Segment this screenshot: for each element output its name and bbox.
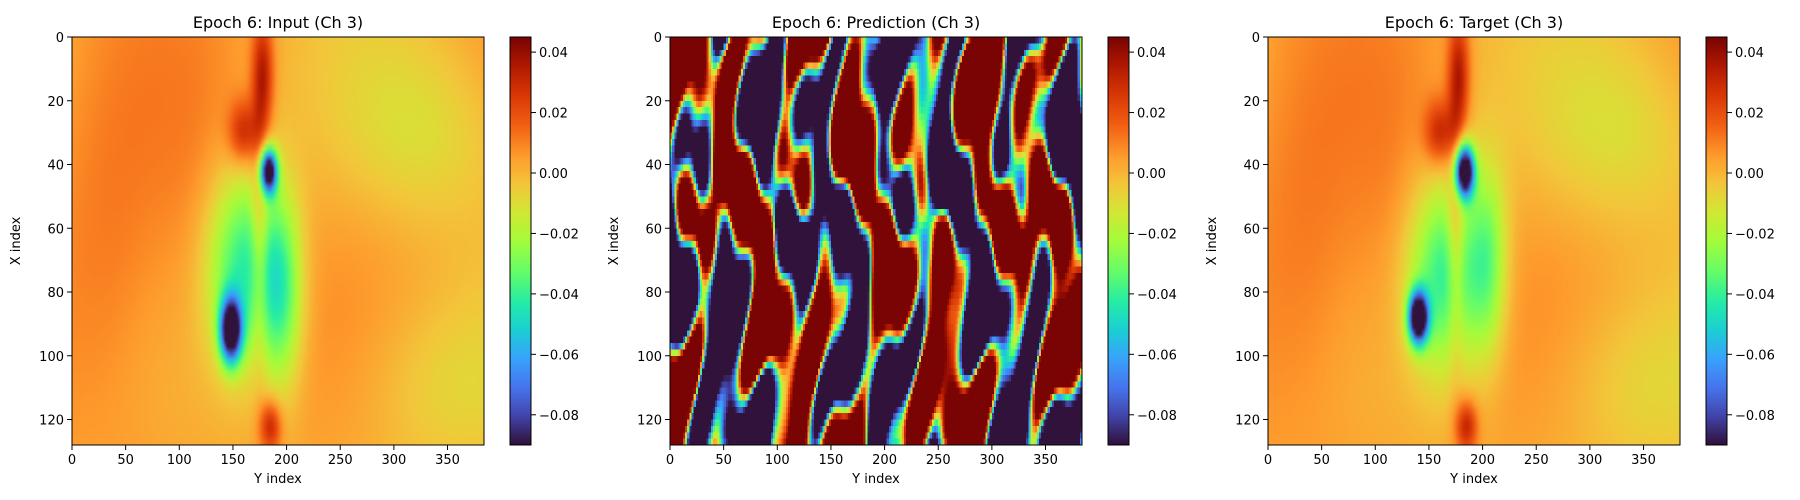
y-tick-label: 20: [1243, 95, 1260, 110]
x-tick-label: 200: [1470, 453, 1495, 468]
x-tick-label: 50: [715, 453, 732, 468]
y-axis-label: X index: [607, 216, 622, 265]
x-tick-label: 250: [926, 453, 951, 468]
colorbar-tick-label: −0.06: [539, 348, 579, 363]
colorbar-tick-label: −0.04: [1735, 288, 1775, 303]
colorbar-tick-label: 0.00: [1137, 167, 1166, 182]
y-tick-label: 120: [39, 414, 64, 429]
y-tick-label: 120: [1235, 414, 1260, 429]
x-tick-label: 150: [819, 453, 844, 468]
y-tick-label: 40: [645, 159, 662, 174]
colorbar-tick-label: −0.08: [1735, 409, 1775, 424]
x-axis-label: Y index: [1449, 472, 1498, 487]
colorbar-frame: [509, 36, 532, 446]
x-tick-label: 350: [1631, 453, 1656, 468]
y-tick-label: 0: [1252, 31, 1260, 46]
colorbar-tick-label: 0.04: [539, 46, 568, 61]
y-tick-label: 60: [645, 222, 662, 237]
y-tick-label: 20: [645, 95, 662, 110]
colorbar-tick-label: 0.00: [1735, 167, 1764, 182]
y-tick-label: 80: [1243, 286, 1260, 301]
colorbar-tick-label: 0.04: [1735, 46, 1764, 61]
colorbar-tick-label: −0.04: [1137, 288, 1177, 303]
x-tick-label: 250: [1524, 453, 1549, 468]
colorbar-tick-label: −0.06: [1137, 348, 1177, 363]
colorbar-tick-label: −0.02: [539, 227, 579, 242]
x-tick-label: 50: [1313, 453, 1330, 468]
x-tick-label: 250: [328, 453, 353, 468]
plot-frame: [669, 36, 1083, 446]
colorbar-tick-label: 0.02: [1137, 107, 1166, 122]
colorbar-tick-label: 0.02: [1735, 107, 1764, 122]
colorbar-tick-label: −0.02: [1137, 227, 1177, 242]
colorbar-frame: [1705, 36, 1728, 446]
x-tick-label: 350: [1033, 453, 1058, 468]
x-tick-label: 200: [274, 453, 299, 468]
colorbar-tick-label: 0.04: [1137, 46, 1166, 61]
heatmap-image: [72, 37, 484, 445]
x-tick-label: 0: [68, 453, 76, 468]
y-tick-label: 0: [56, 31, 64, 46]
y-tick-label: 60: [1243, 222, 1260, 237]
y-tick-label: 0: [654, 31, 662, 46]
plot-frame: [1267, 36, 1681, 446]
y-axis-label: X index: [9, 216, 24, 265]
y-axis-label: X index: [1205, 216, 1220, 265]
x-tick-label: 200: [872, 453, 897, 468]
y-tick-label: 100: [1235, 350, 1260, 365]
colorbar: 0.04 0.02 0.00 −0.02 −0.04 −0.06 −0.08: [1107, 36, 1177, 446]
colorbar-tick-label: −0.06: [1735, 348, 1775, 363]
x-tick-label: 50: [117, 453, 134, 468]
colorbar: 0.04 0.02 0.00 −0.02 −0.04 −0.06 −0.08: [1705, 36, 1775, 446]
colorbar-tick-label: −0.04: [539, 288, 579, 303]
colorbar-tick-label: −0.08: [539, 409, 579, 424]
y-tick-label: 40: [47, 159, 64, 174]
x-tick-label: 0: [1264, 453, 1272, 468]
x-tick-label: 150: [221, 453, 246, 468]
colorbar-tick-label: −0.02: [1735, 227, 1775, 242]
plot-frame: [71, 36, 485, 446]
y-tick-label: 20: [47, 95, 64, 110]
x-tick-label: 100: [1363, 453, 1388, 468]
panel-2: Epoch 6: Prediction (Ch 3)0 50 100 150 200 25…: [607, 13, 1177, 487]
x-axis-label: Y index: [253, 472, 302, 487]
colorbar-gradient: [1706, 37, 1727, 445]
y-tick-label: 100: [637, 350, 662, 365]
y-tick-label: 100: [39, 350, 64, 365]
colorbar-tick-label: 0.00: [539, 167, 568, 182]
x-axis-label: Y index: [851, 472, 900, 487]
x-tick-label: 0: [666, 453, 674, 468]
y-tick-label: 120: [637, 414, 662, 429]
x-tick-label: 100: [167, 453, 192, 468]
chart-title: Epoch 6: Input (Ch 3): [193, 13, 363, 32]
colorbar-gradient: [1108, 37, 1129, 445]
y-tick-label: 80: [47, 286, 64, 301]
x-tick-label: 100: [765, 453, 790, 468]
y-tick-label: 60: [47, 222, 64, 237]
colorbar-frame: [1107, 36, 1130, 446]
x-tick-label: 300: [979, 453, 1004, 468]
panel-3: Epoch 6: Target (Ch 3)0 50 100 150 200 250 300…: [1205, 13, 1775, 487]
colorbar: 0.04 0.02 0.00 −0.02 −0.04 −0.06 −0.08: [509, 36, 579, 446]
x-tick-label: 150: [1417, 453, 1442, 468]
y-tick-label: 80: [645, 286, 662, 301]
colorbar-gradient: [510, 37, 531, 445]
colorbar-tick-label: −0.08: [1137, 409, 1177, 424]
chart-title: Epoch 6: Prediction (Ch 3): [772, 13, 980, 32]
heatmap-image: [1268, 37, 1680, 445]
panel-1: Epoch 6: Input (Ch 3)0 50 100 150 200 250 300 3…: [9, 13, 579, 487]
chart-title: Epoch 6: Target (Ch 3): [1385, 13, 1563, 32]
colorbar-tick-label: 0.02: [539, 107, 568, 122]
x-tick-label: 300: [381, 453, 406, 468]
x-tick-label: 350: [435, 453, 460, 468]
x-tick-label: 300: [1577, 453, 1602, 468]
y-tick-label: 40: [1243, 159, 1260, 174]
heatmap-image: [670, 37, 1082, 445]
